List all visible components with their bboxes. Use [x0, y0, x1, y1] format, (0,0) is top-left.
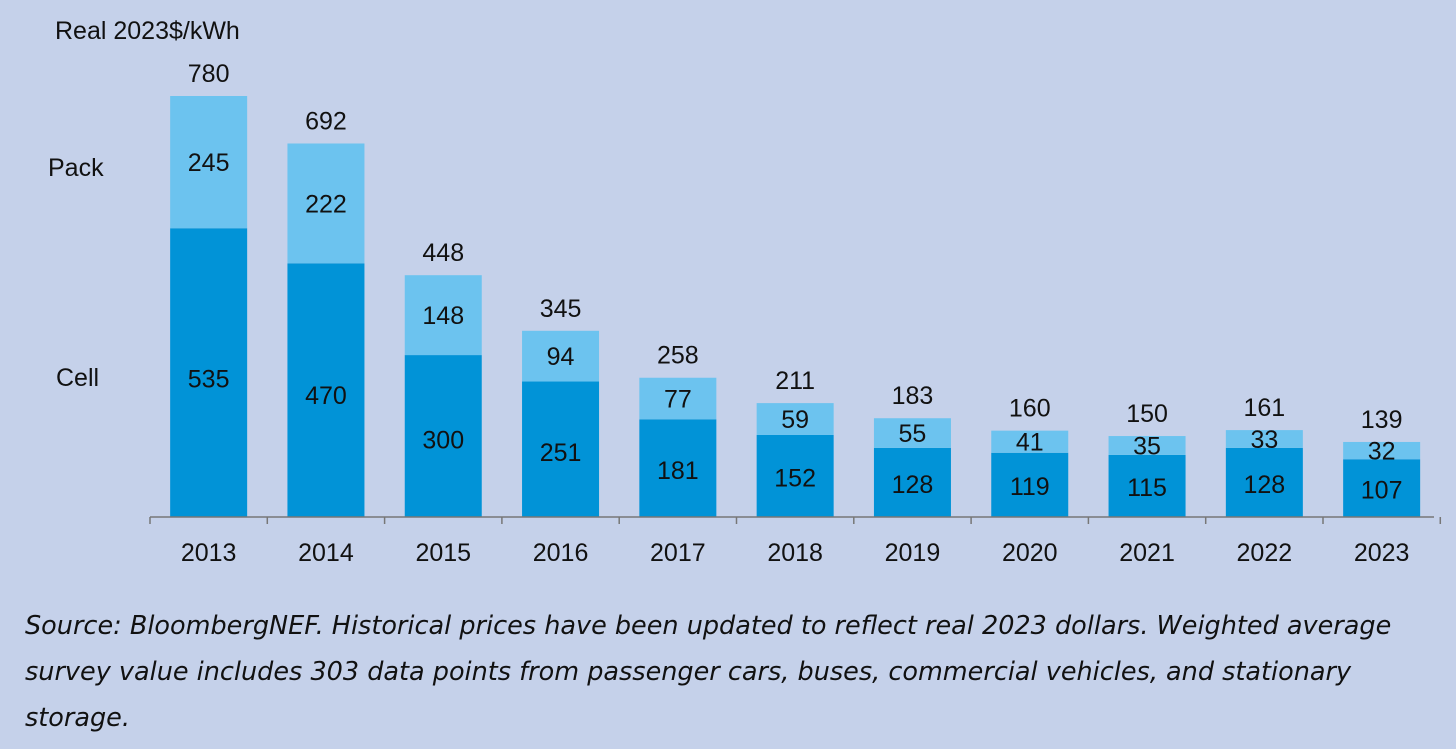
legend-cell-label: Cell [56, 364, 99, 392]
pack-value-label-2023: 32 [1368, 438, 1396, 466]
x-axis-tick-labels: 2013 2014 2015 2016 2017 2018 2019 2020 2021 2022… [181, 539, 1410, 567]
total-value-label-2017: 258 [657, 342, 699, 370]
source-note: Source: BloombergNEF. Historical prices … [25, 611, 1392, 733]
x-tick-label-2021: 2021 [1119, 539, 1175, 567]
cell-value-label-2015: 300 [422, 426, 464, 454]
cell-bar-2019 [873, 447, 951, 517]
x-tick-label-2013: 2013 [181, 539, 237, 567]
cell-value-label-2016: 251 [540, 439, 582, 467]
pack-value-label-2019: 55 [899, 420, 927, 448]
total-value-label-2023: 139 [1361, 406, 1403, 434]
x-tick-label-2020: 2020 [1002, 539, 1058, 567]
x-axis-ticks [149, 517, 1442, 524]
x-tick-label-2015: 2015 [415, 539, 471, 567]
cell-bar-2021 [1108, 454, 1186, 517]
cell-bar-2020 [991, 452, 1069, 517]
cell-value-label-2020: 119 [1010, 473, 1050, 501]
pack-value-label-2013: 245 [188, 149, 230, 177]
cell-value-label-2017: 181 [657, 457, 699, 485]
cell-value-label-2019: 128 [892, 471, 934, 499]
x-tick-label-2016: 2016 [533, 539, 589, 567]
y-axis-unit-label: Real 2023$/kWh [55, 17, 240, 45]
cell-value-label-2013: 535 [188, 365, 230, 393]
pack-bar-2016 [522, 330, 600, 382]
total-value-label-2016: 345 [540, 295, 582, 323]
pack-bar-2019 [873, 418, 951, 448]
pack-bar-2023 [1343, 441, 1421, 460]
cell-bar-2014 [287, 263, 365, 517]
x-tick-label-2019: 2019 [885, 539, 941, 567]
pack-value-label-2017: 77 [664, 386, 692, 414]
pack-bar-2018 [756, 403, 834, 435]
cell-bar-2022 [1225, 447, 1303, 517]
cell-bar-2013 [170, 228, 248, 517]
cell-value-label-2022: 128 [1243, 471, 1285, 499]
x-tick-label-2014: 2014 [298, 539, 354, 567]
cell-bar-2016 [522, 381, 600, 517]
cell-bar-2023 [1343, 459, 1421, 517]
total-value-label-2018: 211 [775, 367, 815, 395]
pack-bar-2015 [404, 275, 482, 356]
x-tick-label-2018: 2018 [767, 539, 823, 567]
total-value-label-2020: 160 [1009, 395, 1051, 423]
cell-value-label-2023: 107 [1361, 476, 1403, 504]
x-tick-label-2023: 2023 [1354, 539, 1410, 567]
pack-value-label-2014: 222 [305, 190, 347, 218]
cell-bar-2015 [404, 355, 482, 517]
total-value-label-2019: 183 [892, 382, 934, 410]
pack-value-label-2015: 148 [422, 302, 464, 330]
stacked-bar-chart: Real 2023$/kWh Pack Cell 535 245 780 470 222… [48, 17, 1442, 567]
total-value-label-2014: 692 [305, 107, 347, 135]
total-value-label-2015: 448 [422, 239, 464, 267]
pack-value-label-2016: 94 [547, 343, 575, 371]
pack-bar-2013 [170, 96, 248, 229]
pack-value-label-2021: 35 [1133, 432, 1161, 460]
cell-value-label-2018: 152 [774, 465, 816, 493]
legend-pack-label: Pack [48, 154, 104, 182]
bars-group: 535 245 780 470 222 692 300 148 448 251 94 345 181 77… [170, 60, 1421, 517]
x-tick-label-2022: 2022 [1237, 539, 1293, 567]
pack-bar-2021 [1108, 436, 1186, 455]
cell-value-label-2014: 470 [305, 382, 347, 410]
total-value-label-2021: 150 [1126, 400, 1168, 428]
total-value-label-2013: 780 [188, 60, 230, 88]
cell-bar-2017 [639, 419, 717, 517]
pack-bar-2014 [287, 143, 365, 264]
total-value-label-2022: 161 [1243, 394, 1285, 422]
pack-value-label-2018: 59 [781, 406, 809, 434]
pack-value-label-2022: 33 [1250, 426, 1278, 454]
pack-bar-2017 [639, 377, 717, 420]
cell-value-label-2021: 115 [1127, 474, 1167, 502]
pack-value-label-2020: 41 [1016, 429, 1044, 457]
cell-bar-2018 [756, 434, 834, 517]
pack-bar-2020 [991, 430, 1069, 453]
x-tick-label-2017: 2017 [650, 539, 706, 567]
pack-bar-2022 [1225, 430, 1303, 448]
